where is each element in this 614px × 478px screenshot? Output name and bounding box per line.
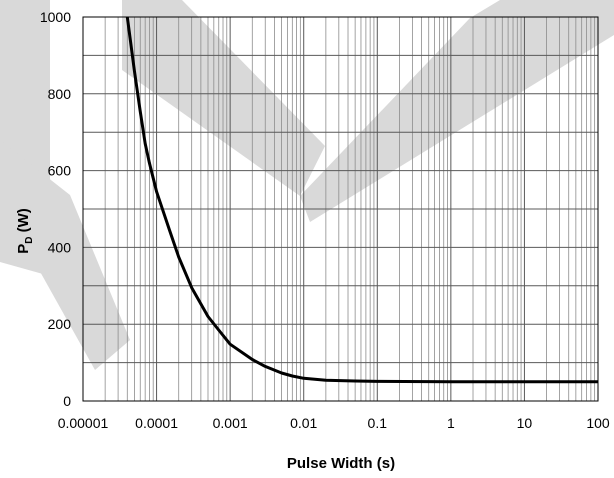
series-line [125, 16, 598, 384]
y-tick-label: 400 [48, 239, 72, 255]
x-axis-label: Pulse Width (s) [287, 455, 395, 472]
x-tick-label: 0.01 [290, 415, 317, 431]
x-tick-label: 0.0001 [135, 415, 178, 431]
watermark-band [122, 0, 325, 196]
watermark-band [300, 0, 614, 222]
watermark-band [0, 140, 130, 370]
y-tick-label: 0 [63, 393, 71, 409]
x-tick-label: 1 [447, 415, 455, 431]
y-tick-label: 1000 [40, 9, 71, 25]
y-tick-label: 800 [48, 86, 72, 102]
y-axis-label-main: P [15, 244, 32, 254]
x-tick-label: 0.001 [213, 415, 248, 431]
plot-frame [82, 16, 599, 402]
x-tick-label: 0.00001 [58, 415, 109, 431]
x-tick-label: 10 [517, 415, 533, 431]
y-axis-label-unit: (W) [15, 208, 32, 236]
y-tick-label: 600 [48, 163, 72, 179]
x-tick-labels: 0.00001 0.0001 0.001 0.01 0.1 1 10 100 [58, 415, 610, 431]
x-tick-label: 100 [586, 415, 610, 431]
y-tick-labels: 0 200 400 600 800 1000 [40, 9, 71, 409]
x-tick-label: 0.1 [368, 415, 388, 431]
y-axis-label: PD (W) [15, 208, 35, 254]
series-layer [125, 16, 598, 384]
y-tick-label: 200 [48, 316, 72, 332]
y-axis-label-sub: D [24, 237, 35, 244]
